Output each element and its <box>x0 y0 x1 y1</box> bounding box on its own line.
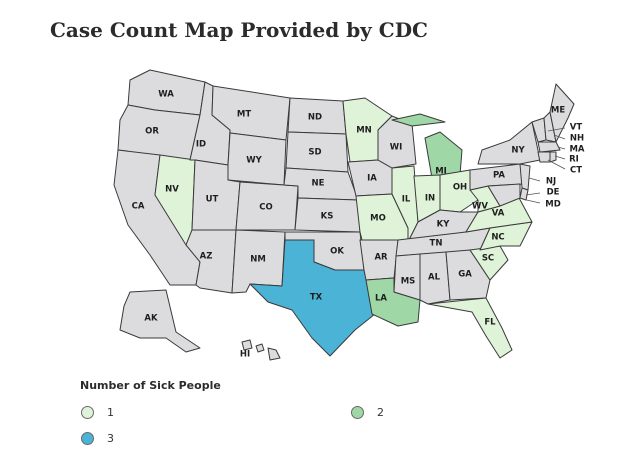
legend-swatch-1 <box>81 406 94 419</box>
label-me: ME <box>551 106 565 116</box>
state-co[interactable] <box>235 181 299 231</box>
label-in: IN <box>425 194 435 204</box>
legend-item-3: 3 <box>81 432 114 445</box>
state-hi[interactable] <box>241 339 281 361</box>
leader-de <box>525 192 541 196</box>
label-nd: ND <box>308 113 322 123</box>
legend-label-1: 1 <box>107 406 114 419</box>
state-fl[interactable] <box>427 297 513 359</box>
state-de[interactable] <box>519 187 529 201</box>
label-ky: KY <box>437 220 451 230</box>
label-ma: MA <box>569 145 584 155</box>
label-wy: WY <box>246 156 262 166</box>
map-title: Case Count Map Provided by CDC <box>50 18 428 42</box>
legend-item-1: 1 <box>81 406 114 419</box>
leader-nj <box>528 177 541 182</box>
label-hi: HI <box>240 350 250 360</box>
legend-swatch-3 <box>81 432 94 445</box>
state-ny[interactable] <box>477 121 541 165</box>
label-al: AL <box>428 273 441 283</box>
leader-md <box>521 198 541 204</box>
label-ct: CT <box>570 166 582 176</box>
state-al[interactable] <box>419 251 451 305</box>
label-mn: MN <box>356 126 372 136</box>
label-oh: OH <box>453 183 467 193</box>
label-wa: WA <box>158 90 174 100</box>
label-il: IL <box>402 195 411 205</box>
label-ut: UT <box>206 195 219 205</box>
label-ks: KS <box>321 212 334 222</box>
legend-item-2: 2 <box>351 406 384 419</box>
label-wv: WV <box>472 202 488 212</box>
label-mo: MO <box>370 214 386 224</box>
state-la[interactable] <box>365 277 421 327</box>
label-mi: MI <box>435 167 447 177</box>
label-sd: SD <box>308 148 321 158</box>
label-vt: VT <box>570 123 583 133</box>
leader-ct <box>547 159 566 170</box>
label-ia: IA <box>367 174 377 184</box>
leader-nh <box>553 134 566 140</box>
label-ar: AR <box>374 253 388 263</box>
label-ri: RI <box>569 155 579 165</box>
label-tn: TN <box>430 239 443 249</box>
leader-vt <box>547 127 566 132</box>
state-ga[interactable] <box>445 249 491 301</box>
label-co: CO <box>259 203 272 213</box>
label-la: LA <box>375 294 387 304</box>
label-md: MD <box>545 200 561 210</box>
label-mt: MT <box>237 110 251 120</box>
state-nc[interactable] <box>479 221 533 251</box>
legend-label-3: 3 <box>107 432 114 445</box>
state-mi[interactable] <box>391 113 463 179</box>
legend-swatch-2 <box>351 406 364 419</box>
state-wy[interactable] <box>227 132 287 186</box>
label-va: VA <box>492 209 505 219</box>
label-wi: WI <box>390 143 403 153</box>
label-ak: AK <box>144 314 158 324</box>
label-nj: NJ <box>546 177 556 187</box>
legend-label-2: 2 <box>377 406 384 419</box>
label-nv: NV <box>165 185 179 195</box>
leader-ma <box>557 146 566 150</box>
label-or: OR <box>145 127 159 137</box>
legend-title: Number of Sick People <box>80 379 221 392</box>
label-nm: NM <box>250 255 266 265</box>
label-ne: NE <box>312 179 325 189</box>
label-sc: SC <box>482 254 494 264</box>
label-id: ID <box>196 140 206 150</box>
label-de: DE <box>547 188 560 198</box>
state-ma[interactable] <box>537 141 561 153</box>
leader-ri <box>554 155 566 160</box>
label-ny: NY <box>511 146 525 156</box>
state-wi[interactable] <box>377 115 417 169</box>
label-ok: OK <box>330 247 344 257</box>
label-ca: CA <box>132 202 145 212</box>
state-ak[interactable] <box>119 289 201 353</box>
label-tx: TX <box>310 293 323 303</box>
label-pa: PA <box>493 171 505 181</box>
state-me[interactable] <box>549 83 575 143</box>
state-nj[interactable] <box>519 163 531 191</box>
label-ga: GA <box>458 270 472 280</box>
state-oh[interactable] <box>439 169 479 213</box>
label-fl: FL <box>484 318 496 328</box>
label-nh: NH <box>570 134 584 144</box>
state-md[interactable] <box>487 183 521 207</box>
label-ms: MS <box>401 277 416 287</box>
label-az: AZ <box>200 252 213 262</box>
state-ri[interactable] <box>549 151 557 163</box>
label-nc: NC <box>491 233 504 243</box>
state-tx[interactable] <box>249 239 376 357</box>
